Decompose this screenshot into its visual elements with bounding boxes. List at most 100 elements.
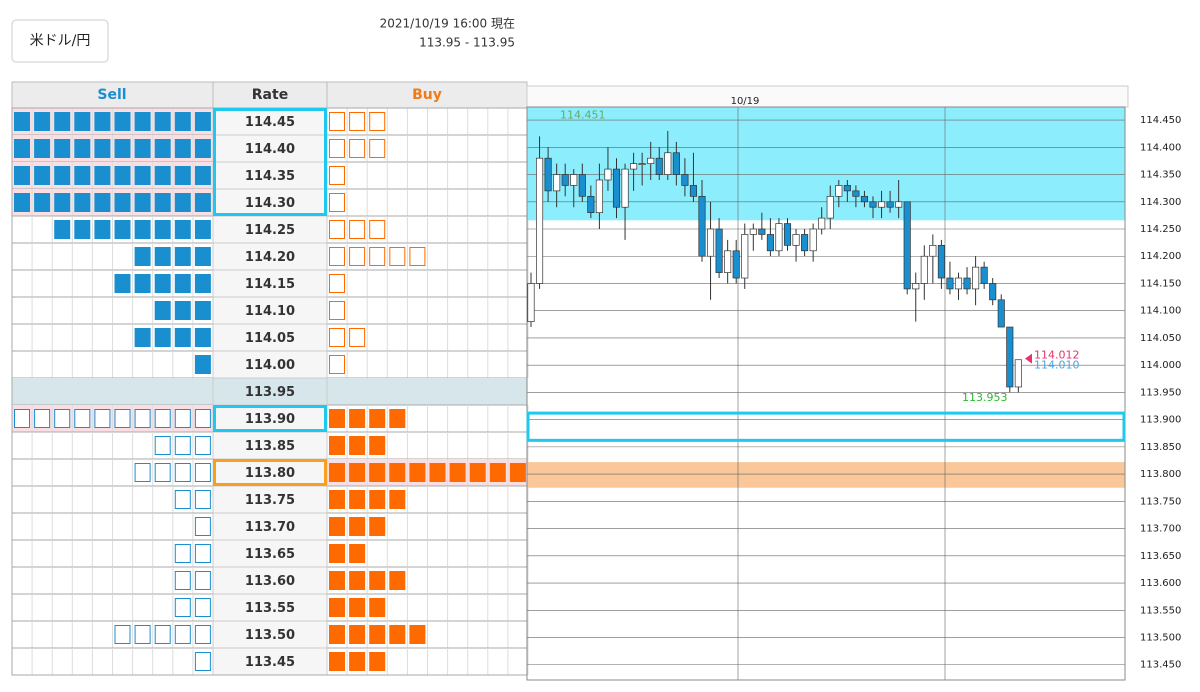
- candle-body: [869, 201, 877, 208]
- sell-box: [34, 139, 51, 158]
- y-tick-label: 114.400: [1140, 142, 1181, 153]
- sell-box: [94, 193, 111, 212]
- buy-box: [329, 193, 345, 212]
- sell-box: [14, 112, 30, 131]
- buy-box: [349, 598, 366, 617]
- sell-box: [14, 193, 30, 212]
- pair-button[interactable]: [11, 19, 109, 63]
- candle-body: [758, 228, 766, 235]
- sell-box: [94, 220, 111, 239]
- y-tick-label: 114.250: [1140, 224, 1181, 235]
- rate: 113.80: [245, 466, 295, 481]
- y-tick-label: 114.350: [1140, 170, 1181, 181]
- sell-box: [14, 409, 30, 428]
- pair-button-label[interactable]: 米ドル/円: [30, 33, 91, 49]
- sell-box: [174, 544, 191, 563]
- sell-box: [194, 544, 211, 563]
- rate-box: [526, 411, 1126, 442]
- sell-box: [34, 193, 51, 212]
- candle-body: [877, 201, 886, 208]
- y-tick-label: 114.150: [1140, 278, 1181, 289]
- y-tick-label: 113.950: [1140, 387, 1181, 398]
- buy-box: [369, 409, 386, 428]
- rate: 114.15: [245, 277, 295, 292]
- sell-box: [134, 247, 151, 266]
- buy-box: [329, 463, 345, 482]
- sell-box: [134, 166, 151, 185]
- sell-box: [154, 328, 171, 347]
- sell-box: [54, 166, 71, 185]
- sell-box: [74, 166, 91, 185]
- sell-box: [194, 247, 211, 266]
- candle-body: [595, 179, 603, 214]
- sell-box: [174, 166, 191, 185]
- buy-box: [469, 463, 486, 482]
- buy-box: [329, 625, 345, 644]
- y-tick-label: 114.100: [1140, 306, 1181, 317]
- sell-box: [134, 463, 151, 482]
- sell-box: [54, 409, 71, 428]
- sell-box: [194, 436, 211, 455]
- rate: 114.45: [245, 115, 295, 130]
- sell-box: [154, 436, 171, 455]
- candle-body: [783, 223, 792, 246]
- rate-highlight: [213, 405, 327, 432]
- sell-box: [114, 409, 131, 428]
- sell-box: [194, 112, 211, 131]
- rate: 114.05: [245, 331, 295, 346]
- rate: 113.45: [245, 655, 295, 670]
- candle-body: [920, 255, 928, 284]
- buy-box: [369, 598, 386, 617]
- candle-body: [698, 195, 706, 257]
- buy-box: [349, 220, 366, 239]
- rate: 113.55: [245, 601, 295, 616]
- sell-box: [134, 112, 151, 131]
- candle-body: [963, 277, 971, 290]
- y-tick-label: 114.000: [1140, 360, 1181, 371]
- y-tick-label: 114.050: [1140, 333, 1181, 344]
- sell-box: [14, 139, 30, 158]
- sell-box: [114, 625, 131, 644]
- candle-body: [612, 168, 621, 208]
- buy-box: [409, 625, 426, 644]
- sell-box: [54, 220, 71, 239]
- buy-box: [409, 247, 426, 266]
- rate: 113.50: [245, 628, 295, 643]
- buy-box: [349, 139, 366, 158]
- candle-body: [997, 299, 1005, 328]
- rate-cell: [212, 593, 328, 622]
- buy-box: [349, 490, 366, 509]
- rate-cell: [212, 296, 328, 325]
- annotation: 114.451: [560, 109, 606, 122]
- rate: 114.40: [245, 142, 295, 157]
- sell-box: [194, 409, 211, 428]
- rate: 114.20: [245, 250, 295, 265]
- buy-box: [389, 625, 406, 644]
- buy-box: [369, 571, 386, 590]
- candle-body: [972, 266, 980, 290]
- y-tick-label: 114.200: [1140, 251, 1181, 262]
- y-tick-label: 113.550: [1140, 605, 1181, 616]
- buy-box: [389, 247, 406, 266]
- sell-box: [174, 328, 191, 347]
- buy-header: Buy: [412, 87, 442, 103]
- sell-box: [74, 193, 91, 212]
- rate: 113.65: [245, 547, 295, 562]
- rate: 113.70: [245, 520, 295, 535]
- sell-box: [174, 409, 191, 428]
- y-tick-label: 113.450: [1140, 660, 1181, 671]
- sell-box: [94, 409, 111, 428]
- sell-box: [194, 193, 211, 212]
- buy-box: [369, 463, 386, 482]
- y-tick-label: 113.850: [1140, 442, 1181, 453]
- candle-body: [527, 283, 535, 322]
- rate-cell: [212, 431, 328, 460]
- buy-box: [369, 112, 386, 131]
- candle-body: [903, 201, 911, 290]
- annotation: 113.953: [962, 391, 1008, 404]
- sell-box: [74, 220, 91, 239]
- rate: 114.30: [245, 196, 295, 211]
- buy-box: [369, 625, 386, 644]
- candle-body: [604, 168, 612, 181]
